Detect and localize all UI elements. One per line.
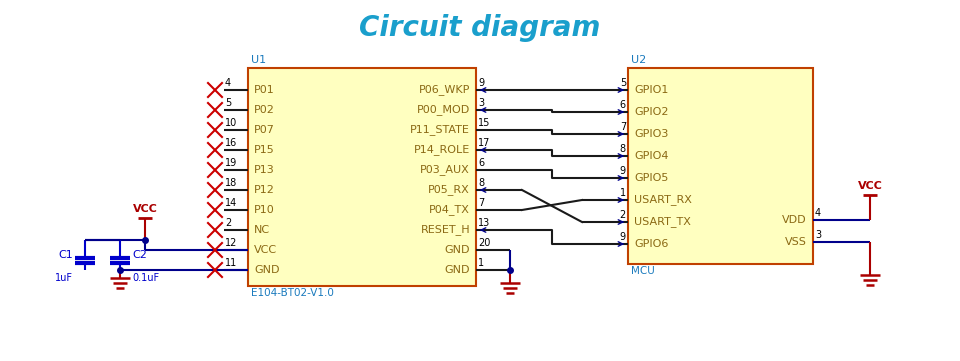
Text: 4: 4 [815, 208, 821, 218]
Text: P01: P01 [254, 85, 275, 95]
Text: 10: 10 [225, 118, 237, 128]
Text: 6: 6 [620, 100, 626, 110]
Text: 16: 16 [225, 138, 237, 148]
Text: P03_AUX: P03_AUX [420, 165, 470, 175]
Text: 14: 14 [225, 198, 237, 208]
Bar [248, 68, 476, 286]
Text: 19: 19 [225, 158, 237, 168]
Text: 0.1uF: 0.1uF [132, 273, 159, 283]
Text: C1: C1 [59, 250, 73, 260]
Text: 8: 8 [620, 144, 626, 154]
Text: 3: 3 [478, 98, 484, 108]
Text: GND: GND [444, 245, 470, 255]
Text: VCC: VCC [857, 181, 882, 191]
Text: GPIO2: GPIO2 [634, 107, 668, 117]
Text: P07: P07 [254, 125, 275, 135]
Text: 2: 2 [620, 210, 626, 220]
Text: 20: 20 [478, 238, 491, 248]
Text: P04_TX: P04_TX [429, 205, 470, 216]
Text: P06_WKP: P06_WKP [419, 84, 470, 95]
Text: 2: 2 [225, 218, 231, 228]
Text: 1uF: 1uF [55, 273, 73, 283]
Text: 17: 17 [478, 138, 491, 148]
Text: NC: NC [254, 225, 270, 235]
Text: GPIO4: GPIO4 [634, 151, 668, 161]
Text: VCC: VCC [254, 245, 277, 255]
Text: U1: U1 [251, 55, 266, 65]
Text: RESET_H: RESET_H [420, 225, 470, 235]
Text: P12: P12 [254, 185, 275, 195]
Text: E104-BT02-V1.0: E104-BT02-V1.0 [251, 288, 334, 298]
Text: 6: 6 [478, 158, 484, 168]
Text: 13: 13 [478, 218, 491, 228]
Text: GND: GND [254, 265, 279, 275]
Text: P13: P13 [254, 165, 275, 175]
Text: MCU: MCU [631, 266, 655, 276]
Text: 1: 1 [478, 258, 484, 268]
Text: 4: 4 [225, 78, 231, 88]
Text: U2: U2 [631, 55, 646, 65]
Text: VCC: VCC [132, 204, 157, 214]
Text: 8: 8 [478, 178, 484, 188]
Text: 5: 5 [620, 78, 626, 88]
Text: 15: 15 [478, 118, 491, 128]
Text: GPIO3: GPIO3 [634, 129, 668, 139]
Text: 7: 7 [620, 122, 626, 132]
Text: VSS: VSS [785, 237, 807, 247]
Text: P05_RX: P05_RX [428, 184, 470, 195]
Text: USART_TX: USART_TX [634, 217, 691, 227]
Text: P15: P15 [254, 145, 275, 155]
Text: 9: 9 [620, 232, 626, 242]
Text: Circuit diagram: Circuit diagram [359, 14, 601, 42]
Text: GND: GND [444, 265, 470, 275]
Text: 5: 5 [225, 98, 231, 108]
Text: 9: 9 [620, 166, 626, 176]
Bar [628, 68, 813, 264]
Text: P00_MOD: P00_MOD [417, 105, 470, 116]
Text: 7: 7 [478, 198, 484, 208]
Text: GPIO1: GPIO1 [634, 85, 668, 95]
Text: GPIO6: GPIO6 [634, 239, 668, 249]
Text: 11: 11 [225, 258, 237, 268]
Text: USART_RX: USART_RX [634, 195, 692, 205]
Text: P02: P02 [254, 105, 275, 115]
Text: VDD: VDD [782, 215, 807, 225]
Text: GPIO5: GPIO5 [634, 173, 668, 183]
Text: 1: 1 [620, 188, 626, 198]
Text: 18: 18 [225, 178, 237, 188]
Text: 3: 3 [815, 230, 821, 240]
Text: 12: 12 [225, 238, 237, 248]
Text: P14_ROLE: P14_ROLE [414, 144, 470, 156]
Text: 9: 9 [478, 78, 484, 88]
Text: C2: C2 [132, 250, 147, 260]
Text: P11_STATE: P11_STATE [410, 125, 470, 135]
Text: P10: P10 [254, 205, 275, 215]
